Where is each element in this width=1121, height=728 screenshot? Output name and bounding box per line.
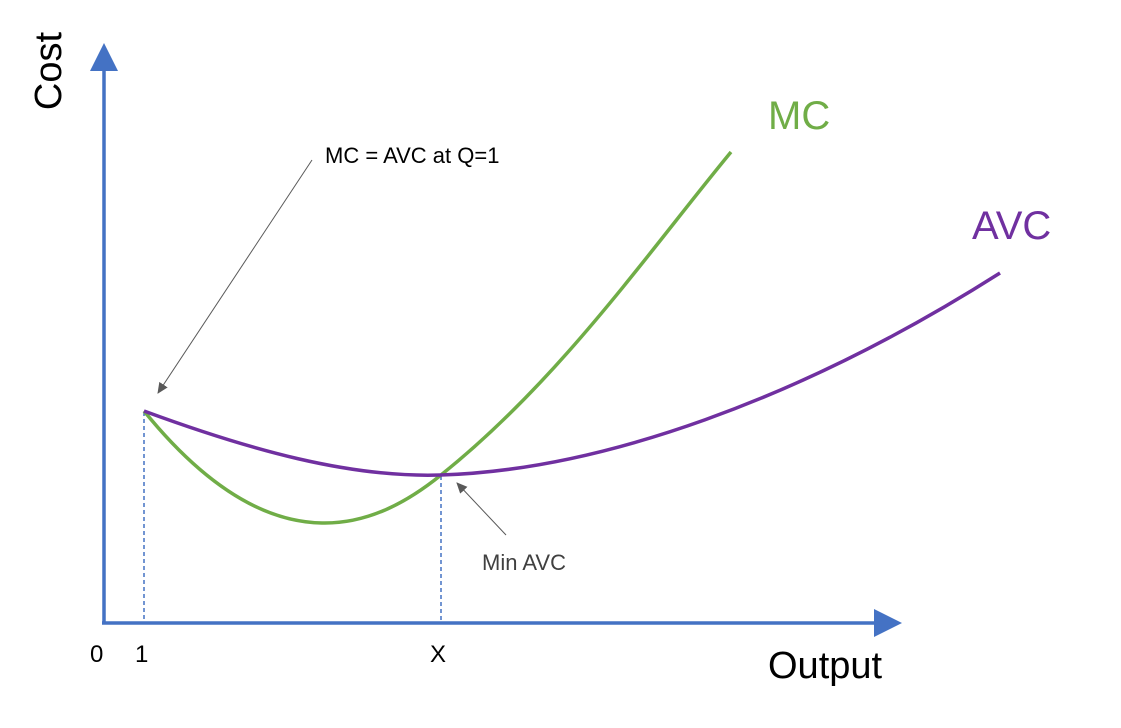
x-tick-1: 1: [135, 641, 149, 668]
start-point-annotation: MC = AVC at Q=1: [325, 143, 500, 168]
start-point-arrow: [157, 159, 313, 394]
origin-label: 0: [90, 641, 104, 668]
min-avc-arrow: [456, 482, 507, 536]
avc-label: AVC: [972, 204, 1052, 248]
y-axis-label: Cost: [28, 31, 70, 111]
x-axis-label: Output: [768, 645, 883, 687]
mc-label: MC: [768, 94, 831, 138]
x-tick-x: X: [430, 641, 447, 668]
min-avc-annotation: Min AVC: [482, 550, 566, 575]
avc-curve: [143, 271, 1001, 477]
mc-curve: [142, 150, 733, 525]
